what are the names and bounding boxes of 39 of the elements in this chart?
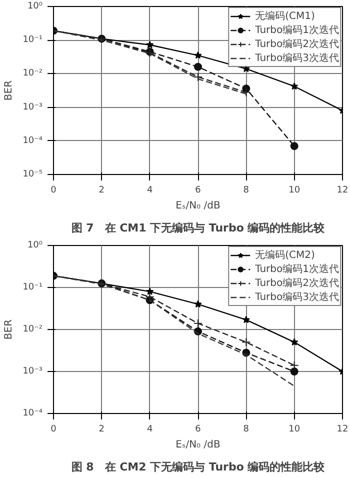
y-tick-label: 10⁻¹ [22,282,43,292]
x-tick-label: 6 [195,186,202,196]
y-tick-label: 10⁰ [27,2,43,12]
y-tick-label: 10⁻² [22,324,43,334]
y-tick-label: 10⁻¹ [22,35,43,46]
x-tick-label: 6 [195,424,202,434]
legend-label: Turbo编码3次迭代 [255,52,339,65]
y-tick-label: 10⁻⁴ [22,136,43,146]
y-tick-label: 10⁻³ [22,366,43,376]
legend-label: 无编码(CM2) [255,248,315,262]
x-tick-label: 8 [243,424,250,434]
legend-label: Turbo编码1次迭代 [255,24,339,37]
y-tick-label: 10⁻⁵ [22,170,43,180]
y-axis-title: BER [4,80,15,101]
y-tick-label: 10⁰ [27,240,43,250]
x-tick-label: 12 [336,424,348,434]
legend-label: Turbo编码2次迭代 [255,38,339,51]
y-tick-label: 10⁻³ [22,102,43,112]
x-tick-label: 8 [243,186,250,196]
x-tick-label: 4 [146,186,153,196]
x-tick-label: 12 [336,186,348,196]
text: 图 8 在 CM2 下无编码与 Turbo 编码的性能比较 [71,460,326,474]
y-axis-title: BER [4,319,15,340]
x-tick-label: 0 [50,424,57,434]
legend-label: Turbo编码3次迭代 [255,290,339,304]
y-tick-label: 10⁻⁴ [22,408,43,418]
x-tick-label: 2 [98,424,105,434]
legend-label: Turbo编码2次迭代 [255,276,339,290]
x-tick-label: 10 [288,424,300,434]
legend-label: Turbo编码1次迭代 [255,262,339,276]
x-tick-label: 0 [50,186,57,196]
text: 图 7 在 CM1 下无编码与 Turbo 编码的性能比较 [71,222,326,234]
y-tick-label: 10⁻² [22,68,43,79]
x-tick-label: 10 [288,186,300,196]
x-axis-title: Eₛ/N₀ /dB [176,440,220,450]
legend-label: 无编码(CM1) [255,10,315,23]
x-tick-label: 2 [98,186,105,196]
x-tick-label: 4 [146,424,153,434]
x-axis-title: Eₛ/N₀ /dB [176,200,220,212]
